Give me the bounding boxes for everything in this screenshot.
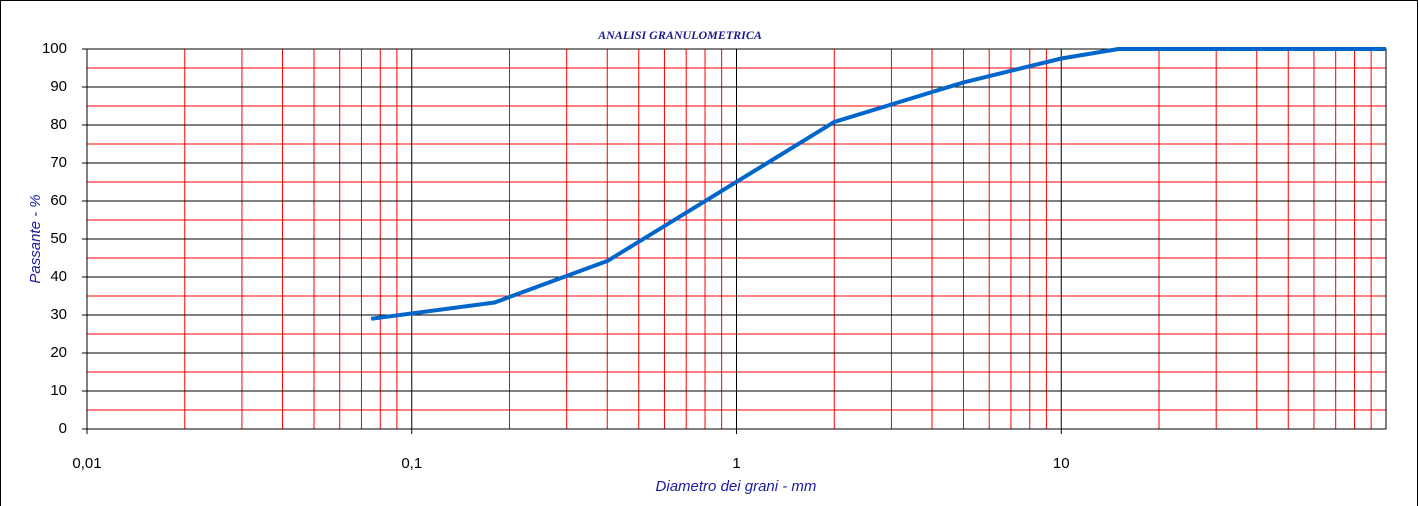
x-tick-label: 0,01 (72, 455, 101, 472)
y-tick-label: 80 (50, 116, 67, 133)
chart-title: ANALISI GRANULOMETRICA (597, 28, 762, 42)
y-tick-label: 20 (50, 344, 67, 361)
data-line (370, 47, 1386, 321)
y-tick-label: 90 (50, 78, 67, 95)
y-tick-label: 10 (50, 382, 67, 399)
plot-border (86, 48, 1387, 430)
y-tick-label: 60 (50, 192, 67, 209)
y-tick-label: 40 (50, 268, 67, 285)
x-tick-label: 10 (1053, 455, 1070, 472)
y-tick-label: 30 (50, 306, 67, 323)
y-tick-label: 50 (50, 230, 67, 247)
y-axis-label: Passante - % (27, 194, 44, 283)
y-tick-label: 100 (42, 40, 67, 57)
y-tick-label: 0 (59, 420, 67, 437)
x-axis-label: Diametro dei grani - mm (656, 478, 817, 495)
x-tick-label: 0,1 (401, 455, 422, 472)
y-tick-label: 70 (50, 154, 67, 171)
x-tick-label: 1 (732, 455, 740, 472)
